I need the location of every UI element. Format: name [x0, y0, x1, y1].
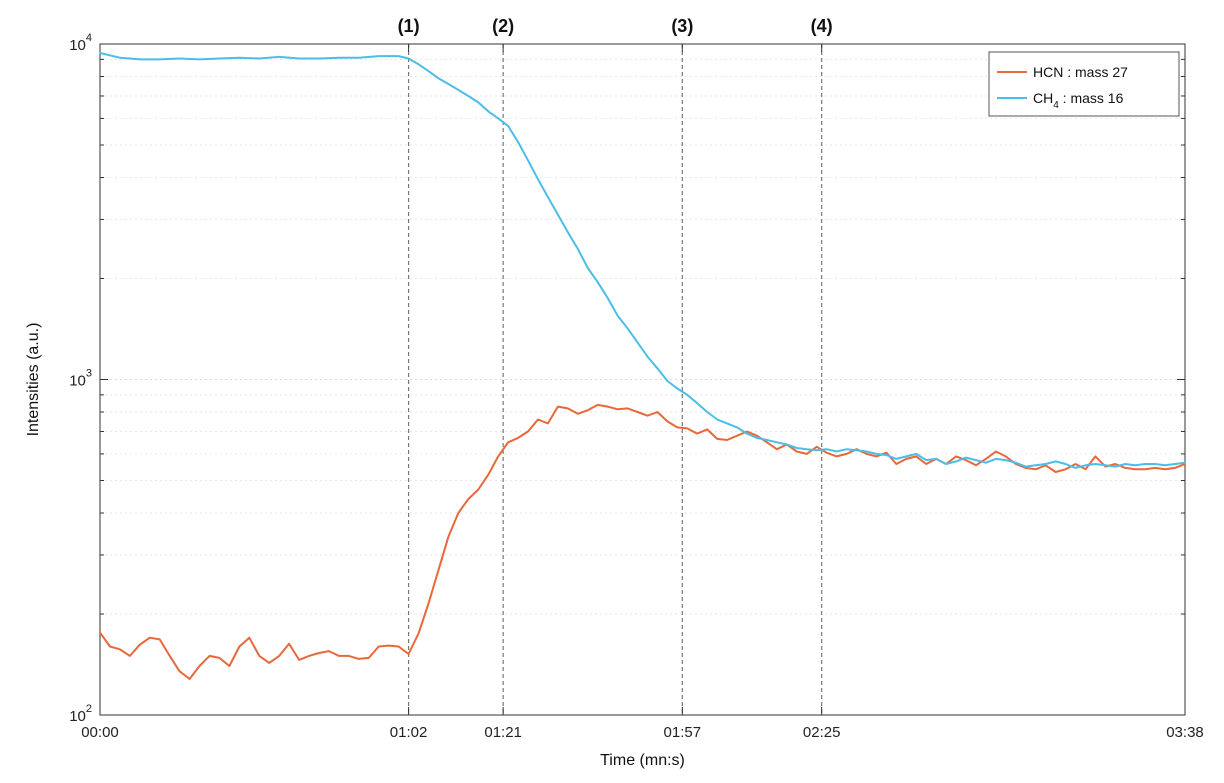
- event-label: (3): [671, 16, 693, 36]
- y-tick-base: 10: [69, 708, 86, 725]
- legend-label-tail: : mass 16: [1059, 90, 1124, 106]
- legend-label-subscript: 4: [1053, 100, 1059, 111]
- y-axis-title: Intensities (a.u.): [25, 323, 42, 437]
- x-tick-label: 01:57: [664, 724, 702, 741]
- y-tick-label: 104: [69, 32, 92, 54]
- series-line: [99, 403, 1186, 680]
- x-tick-label: 00:00: [81, 724, 119, 741]
- series-lines: [99, 52, 1186, 680]
- legend-label-main: HCN : mass 27: [1033, 64, 1128, 80]
- event-label: (2): [492, 16, 514, 36]
- legend-label-main: CH: [1033, 90, 1053, 106]
- y-tick-base: 10: [69, 37, 86, 54]
- y-tick-base: 10: [69, 373, 86, 390]
- x-tick-label: 02:25: [803, 724, 841, 741]
- y-tick-label: 103: [69, 368, 92, 390]
- event-label: (4): [811, 16, 833, 36]
- x-tick-label: 01:21: [484, 724, 522, 741]
- grid-lines: [100, 58, 1185, 716]
- y-tick-exponent: 4: [86, 32, 92, 44]
- x-tick-label: 03:38: [1166, 724, 1204, 741]
- y-tick-exponent: 2: [86, 703, 92, 715]
- x-axis-title: Time (mn:s): [600, 752, 685, 769]
- series-line: [99, 52, 1186, 469]
- legend-label: CH4 : mass 16: [1033, 90, 1124, 111]
- event-markers: (1) (2) (3) (4): [398, 16, 833, 715]
- legend-label: HCN : mass 27: [1033, 64, 1128, 80]
- x-tick-label: 01:02: [390, 724, 428, 741]
- legend-box: [988, 51, 1180, 117]
- event-label: (1): [398, 16, 420, 36]
- y-tick-exponent: 3: [86, 368, 92, 380]
- legend: HCN : mass 27 CH4 : mass 16: [988, 51, 1180, 117]
- y-tick-label: 102: [69, 703, 92, 725]
